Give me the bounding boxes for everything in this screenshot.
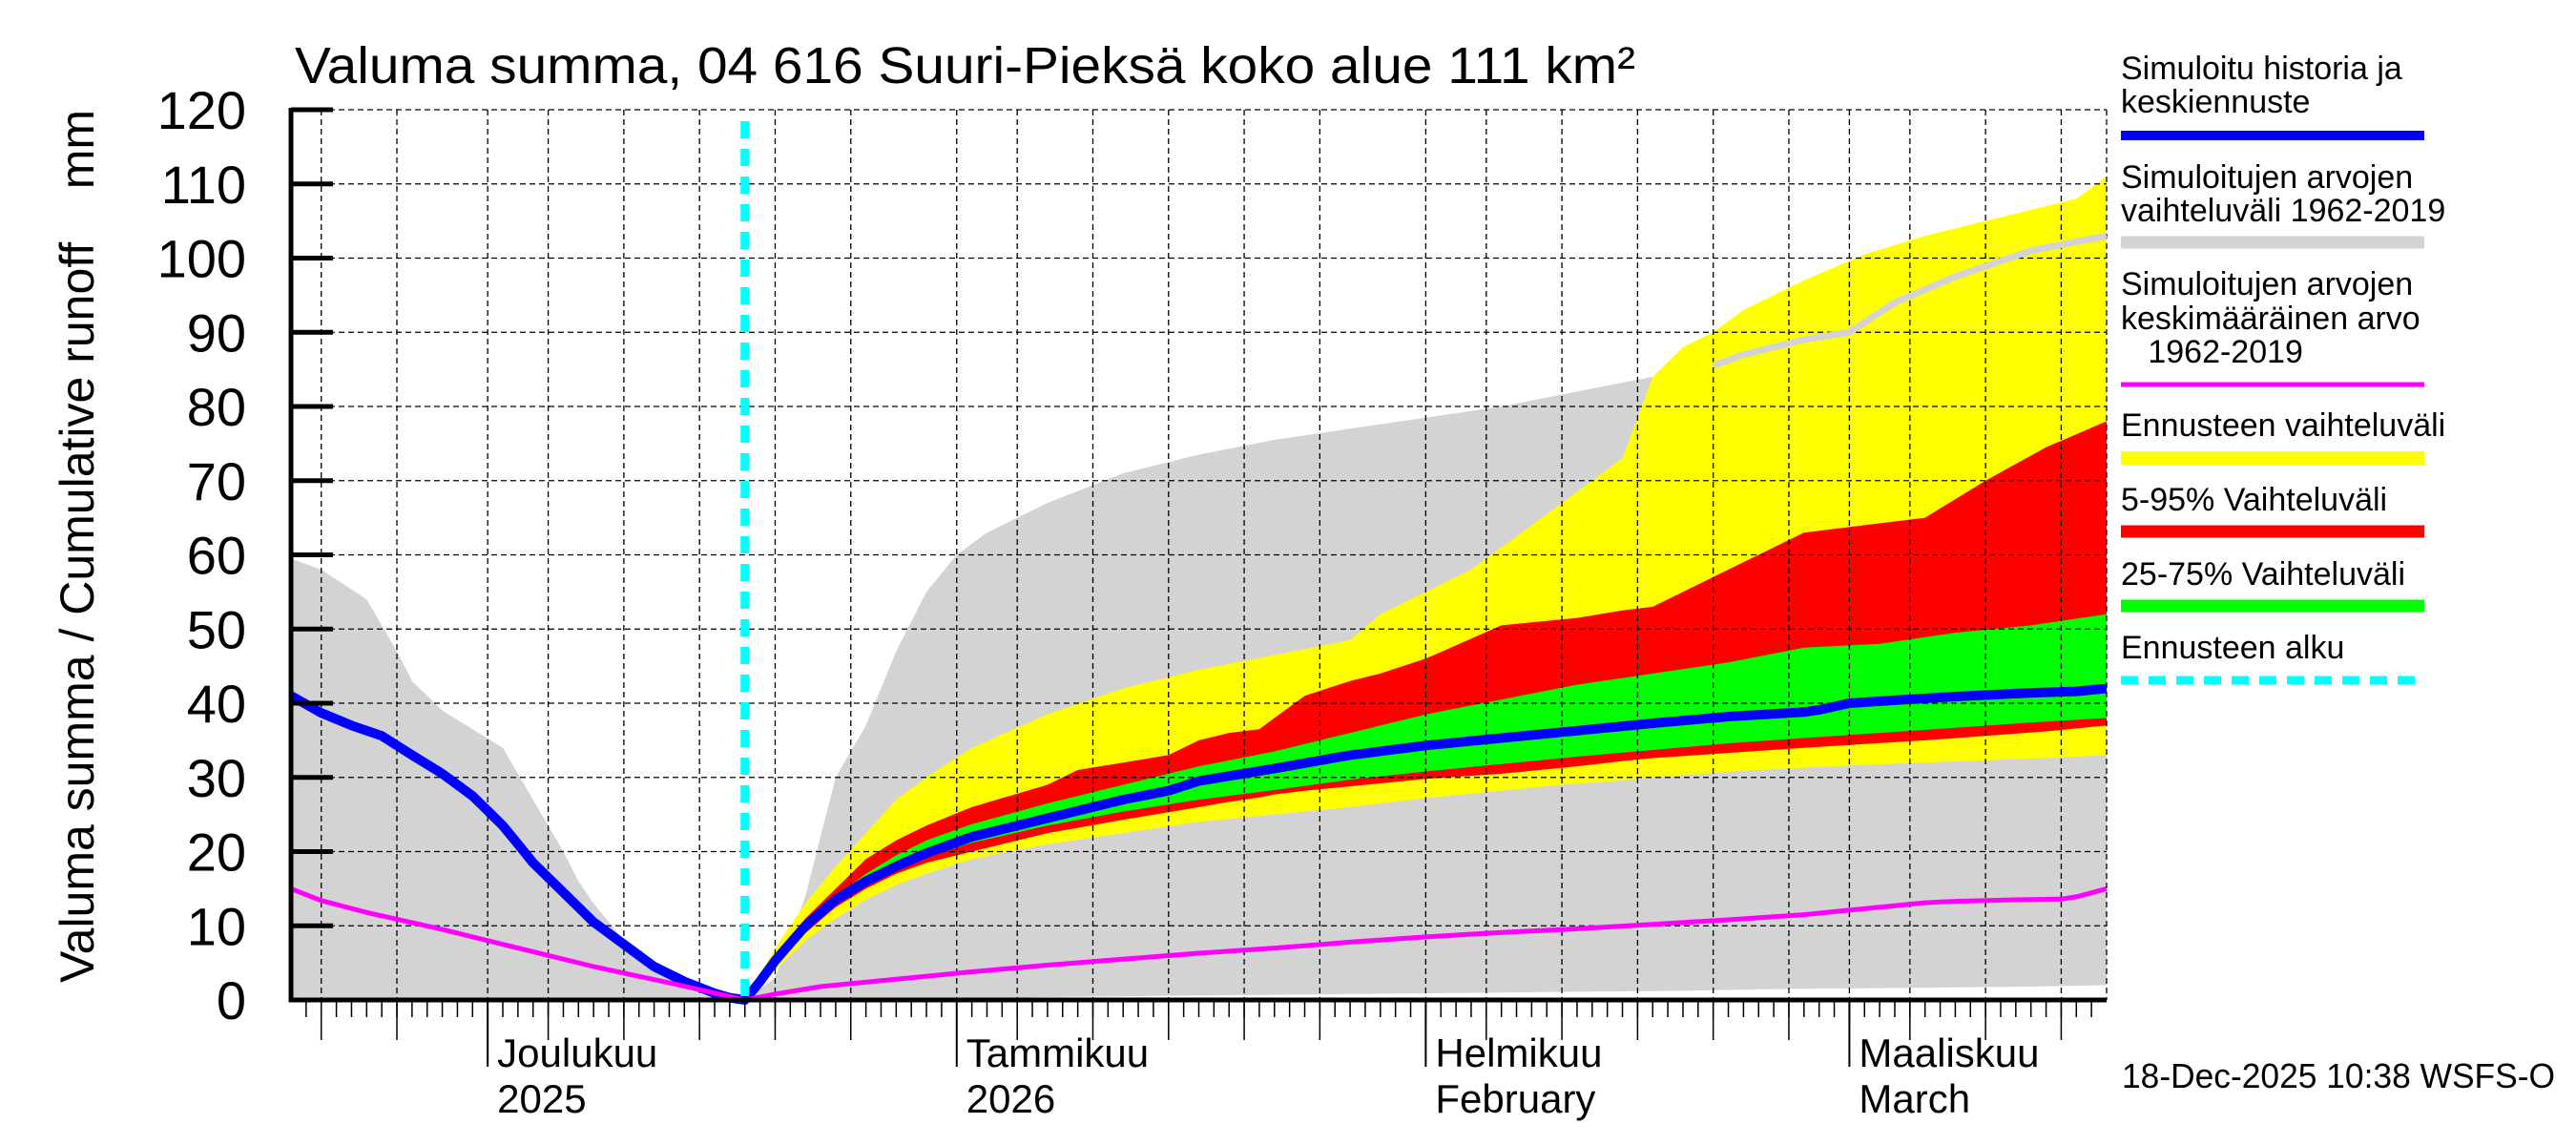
band-5-95-vaihteluv-li (744, 421, 2107, 1000)
y-tick-label: 60 (187, 526, 246, 586)
legend-item: 5-95% Vaihteluväli (2121, 482, 2424, 538)
y-axis-label: Valuma summa / Cumulative runoff mm (51, 110, 104, 983)
y-tick-label: 50 (187, 599, 246, 659)
x-year-label: 2025 (497, 1076, 586, 1121)
y-tick-label: 110 (161, 155, 246, 215)
legend-label: keskiennuste (2121, 84, 2310, 120)
legend-item: Ennusteen alku (2121, 630, 2424, 685)
legend-label: 1962-2019 (2121, 334, 2303, 370)
legend-label: keskimääräinen arvo (2121, 301, 2420, 337)
y-tick-label: 20 (187, 822, 246, 883)
x-month-label: Helmikuu (1435, 1030, 1602, 1075)
y-tick-label: 70 (187, 451, 246, 511)
chart-title: Valuma summa, 04 616 Suuri-Pieksä koko a… (295, 37, 1635, 94)
legend-label: Ennusteen alku (2121, 630, 2344, 666)
legend-label: Ennusteen vaihteluväli (2121, 407, 2445, 444)
x-month-label: Tammikuu (966, 1030, 1149, 1075)
y-tick-label: 10 (187, 896, 246, 956)
legend-item: 25-75% Vaihteluväli (2121, 556, 2424, 613)
bands-layer (291, 177, 2107, 1000)
legend-label: 5-95% Vaihteluväli (2121, 482, 2387, 518)
x-year-label: 2026 (966, 1076, 1055, 1121)
y-tick-label: 90 (187, 302, 246, 363)
legend-label: vaihteluväli 1962-2019 (2121, 193, 2445, 229)
series-line-simuloitujen-arvojen-vaihteluv-li-1962-2019-upper-edge (1712, 232, 2108, 369)
legend-label: Simuloitujen arvojen (2121, 266, 2413, 302)
y-tick-label: 0 (217, 970, 246, 1030)
y-tick-label: 120 (157, 80, 246, 140)
tick-labels: 0 10 20 30 40 50 60 70 80 90 100 110 120 Joulukuu2025… (157, 80, 2040, 1121)
grid-layer (291, 109, 2108, 1001)
y-tick-label: 80 (187, 377, 246, 437)
axes-layer (288, 107, 2107, 1067)
legend-item: Ennusteen vaihteluväli (2121, 407, 2445, 465)
x-year-label: February (1435, 1076, 1595, 1121)
y-tick-label: 100 (157, 229, 246, 289)
y-tick-label: 30 (187, 748, 246, 808)
lines-layer (288, 121, 2108, 1005)
footer-timestamp: 18-Dec-2025 10:38 WSFS-O (2122, 1056, 2555, 1095)
legend-label: Simuloitujen arvojen (2121, 159, 2413, 196)
series-line-simuloitu-historia-ja-keskiennuste (288, 683, 2108, 1005)
legend-label: 25-75% Vaihteluväli (2121, 556, 2405, 593)
y-tick-label: 40 (187, 674, 246, 734)
x-year-label: March (1859, 1076, 1970, 1121)
series-line-simuloitujen-arvojen-keskim-r-inen-arvo-1962-2019 (290, 885, 2108, 1003)
x-month-label: Maaliskuu (1859, 1030, 2039, 1075)
legend: Simuloitu historia jakeskiennusteSimuloi… (2121, 51, 2445, 685)
x-month-label: Joulukuu (497, 1030, 657, 1075)
legend-label: Simuloitu historia ja (2121, 51, 2402, 87)
